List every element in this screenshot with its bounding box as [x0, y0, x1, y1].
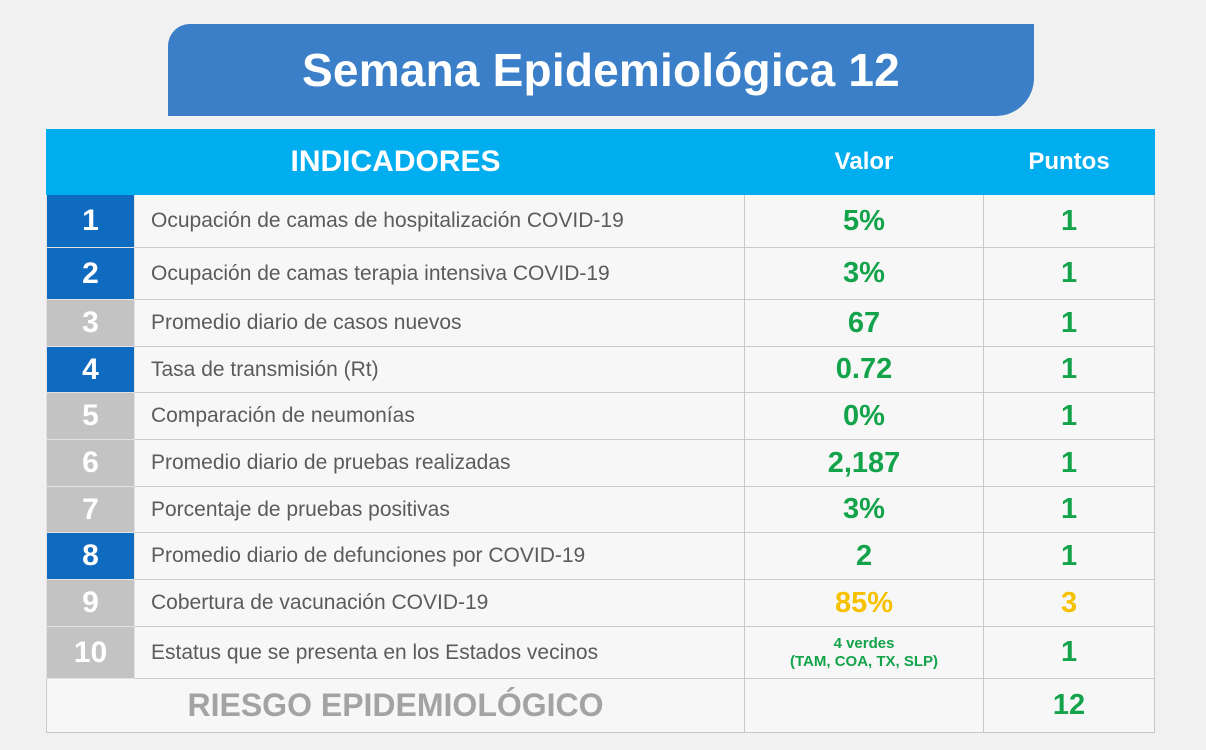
indicator-value: 0% — [744, 392, 985, 440]
table-header-row: INDICADORES Valor Puntos — [45, 129, 1156, 195]
indicator-points: 1 — [983, 247, 1156, 300]
risk-label: RIESGO EPIDEMIOLÓGICO — [45, 678, 746, 733]
indicator-label: Promedio diario de defunciones por COVID… — [133, 532, 746, 580]
indicator-value: 85% — [744, 579, 985, 627]
table-row: 8 Promedio diario de defunciones por COV… — [46, 532, 1156, 580]
indicator-points: 3 — [983, 579, 1156, 627]
indicator-value: 3% — [744, 247, 985, 300]
table-row: 4 Tasa de transmisión (Rt) 0.72 1 — [46, 346, 1156, 393]
indicator-value: 3% — [744, 486, 985, 533]
indicator-points: 1 — [983, 346, 1156, 393]
indicator-value: 2,187 — [744, 439, 985, 487]
risk-value — [744, 678, 985, 733]
indicators-table: INDICADORES Valor Puntos 1 Ocupación de … — [45, 129, 1156, 733]
table-row: 3 Promedio diario de casos nuevos 67 1 — [46, 299, 1156, 347]
indicator-points: 1 — [983, 532, 1156, 580]
row-number: 6 — [46, 439, 135, 487]
table-row: 10 Estatus que se presenta en los Estado… — [46, 626, 1156, 679]
indicator-points: 1 — [983, 299, 1156, 347]
table-row: 6 Promedio diario de pruebas realizadas … — [46, 439, 1156, 487]
indicator-value: 67 — [744, 299, 985, 347]
indicator-value: 5% — [744, 194, 985, 248]
indicator-label: Cobertura de vacunación COVID-19 — [133, 579, 746, 627]
title-banner: Semana Epidemiológica 12 — [168, 24, 1034, 116]
indicator-value: 0.72 — [744, 346, 985, 393]
header-valor: Valor — [744, 129, 985, 195]
indicator-points: 1 — [983, 194, 1156, 248]
risk-total: 12 — [983, 678, 1156, 733]
table-row: 1 Ocupación de camas de hospitalización … — [46, 194, 1156, 248]
value-line-2: (TAM, COA, TX, SLP) — [789, 652, 939, 670]
table-row: 7 Porcentaje de pruebas positivas 3% 1 — [46, 486, 1156, 533]
value-line-1: 4 verdes — [833, 634, 895, 652]
indicator-label: Ocupación de camas de hospitalización CO… — [133, 194, 746, 248]
header-puntos: Puntos — [983, 129, 1156, 195]
indicator-points: 1 — [983, 626, 1156, 679]
footer-row: RIESGO EPIDEMIOLÓGICO 12 — [45, 678, 1156, 733]
indicator-label: Promedio diario de casos nuevos — [133, 299, 746, 347]
indicator-label: Ocupación de camas terapia intensiva COV… — [133, 247, 746, 300]
indicator-value: 2 — [744, 532, 985, 580]
row-number: 10 — [46, 626, 135, 679]
table-row: 5 Comparación de neumonías 0% 1 — [46, 392, 1156, 440]
indicator-label: Porcentaje de pruebas positivas — [133, 486, 746, 533]
row-number: 3 — [46, 299, 135, 347]
indicator-label: Estatus que se presenta en los Estados v… — [133, 626, 746, 679]
row-number: 2 — [46, 247, 135, 300]
row-number: 7 — [46, 486, 135, 533]
indicator-label: Tasa de transmisión (Rt) — [133, 346, 746, 393]
indicator-label: Comparación de neumonías — [133, 392, 746, 440]
row-number: 1 — [46, 194, 135, 248]
header-indicadores: INDICADORES — [45, 129, 746, 195]
indicator-label: Promedio diario de pruebas realizadas — [133, 439, 746, 487]
table-row: 9 Cobertura de vacunación COVID-19 85% 3 — [46, 579, 1156, 627]
indicator-value: 4 verdes (TAM, COA, TX, SLP) — [744, 626, 985, 679]
page-title: Semana Epidemiológica 12 — [302, 44, 900, 96]
table-row: 2 Ocupación de camas terapia intensiva C… — [46, 247, 1156, 300]
indicator-points: 1 — [983, 392, 1156, 440]
row-number: 9 — [46, 579, 135, 627]
indicator-points: 1 — [983, 439, 1156, 487]
indicator-points: 1 — [983, 486, 1156, 533]
row-number: 4 — [46, 346, 135, 393]
row-number: 8 — [46, 532, 135, 580]
row-number: 5 — [46, 392, 135, 440]
